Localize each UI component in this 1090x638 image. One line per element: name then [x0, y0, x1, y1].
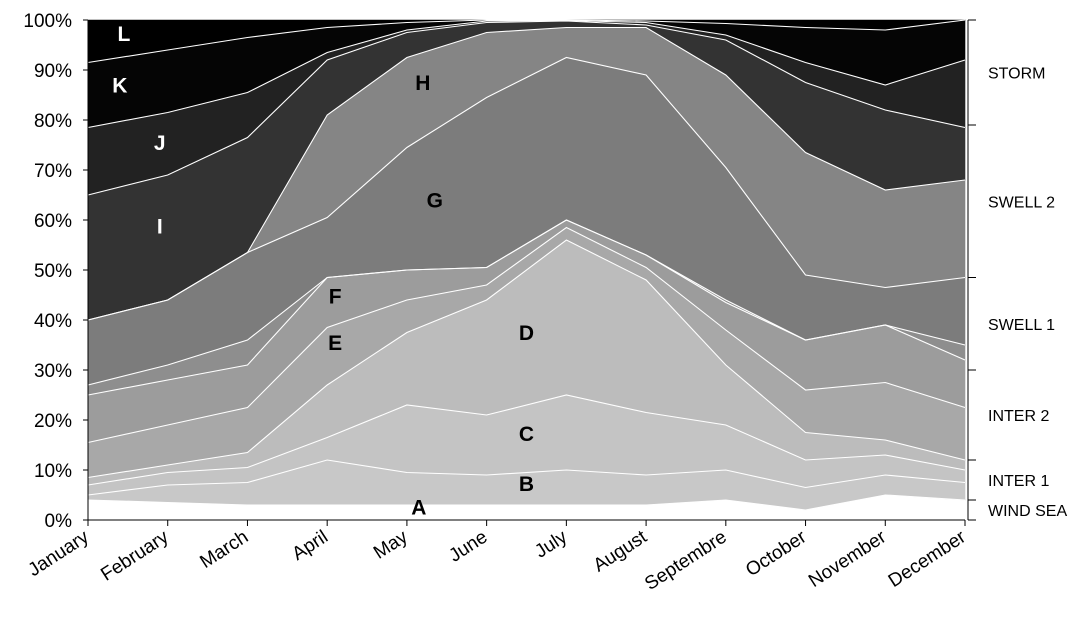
group-label: STORM	[988, 66, 1045, 83]
x-tick-label: June	[445, 527, 491, 567]
x-tick-label: November	[805, 526, 891, 592]
boundary-line	[87, 219, 966, 386]
series-label: K	[112, 75, 127, 98]
y-tick-label: 100%	[23, 11, 72, 32]
series-label: A	[411, 497, 426, 520]
series-label: B	[519, 473, 534, 496]
boundary-line	[87, 19, 966, 129]
group-label: INTER 1	[988, 473, 1049, 490]
y-tick-label: 20%	[34, 411, 72, 432]
boundary-line	[87, 26, 966, 321]
x-tick-label: March	[196, 527, 252, 573]
x-tick-label: Septembre	[641, 527, 730, 595]
group-label: SWELL 2	[988, 194, 1055, 211]
series-label: F	[329, 286, 342, 309]
group-label: SWELL 1	[988, 317, 1055, 334]
boundary-line	[87, 459, 966, 496]
y-tick-label: 10%	[34, 461, 72, 482]
series-label: C	[519, 423, 534, 446]
x-tick-label: April	[289, 527, 332, 565]
series-boundaries	[87, 19, 966, 511]
y-tick-label: 40%	[34, 311, 72, 332]
group-label: INTER 2	[988, 408, 1049, 425]
series-label: H	[415, 72, 430, 95]
x-tick-label: February	[97, 526, 173, 585]
boundary-line	[87, 20, 966, 196]
x-tick-label: August	[590, 526, 652, 576]
y-tick-label: 90%	[34, 61, 72, 82]
x-tick-label: December	[885, 526, 971, 592]
y-tick-label: 70%	[34, 161, 72, 182]
x-tick-label: May	[370, 526, 412, 563]
y-axis-ticks: 0% 10% 20% 30% 40% 50% 60% 70% 80% 90% 100%	[23, 11, 88, 532]
group-brackets: WIND SEA INTER 1 INTER 2 SWELL 1 SWELL 2 STOR…	[967, 19, 1067, 521]
series-label: L	[117, 23, 130, 46]
series-label: I	[157, 216, 163, 239]
y-tick-label: 30%	[34, 361, 72, 382]
series-label: J	[154, 132, 166, 155]
series-label: G	[427, 190, 443, 213]
area-layers	[87, 19, 966, 521]
boundary-line	[87, 394, 966, 486]
y-tick-label: 0%	[45, 511, 73, 532]
boundary-line	[87, 19, 966, 64]
x-axis-ticks: January February March April May June July Augu…	[25, 520, 971, 595]
x-tick-label: January	[25, 526, 94, 581]
x-tick-label: October	[742, 526, 811, 581]
x-tick-label: July	[531, 526, 571, 562]
y-tick-label: 50%	[34, 261, 72, 282]
series-label: D	[519, 322, 534, 345]
group-label: WIND SEA	[988, 503, 1067, 520]
series-labels: L K J I H G FE D C B A	[112, 23, 534, 520]
boundary-line	[87, 239, 966, 479]
y-tick-label: 80%	[34, 111, 72, 132]
boundary-line	[87, 226, 966, 444]
series-label: E	[328, 332, 342, 355]
boundary-line	[87, 494, 966, 511]
y-tick-label: 60%	[34, 211, 72, 232]
